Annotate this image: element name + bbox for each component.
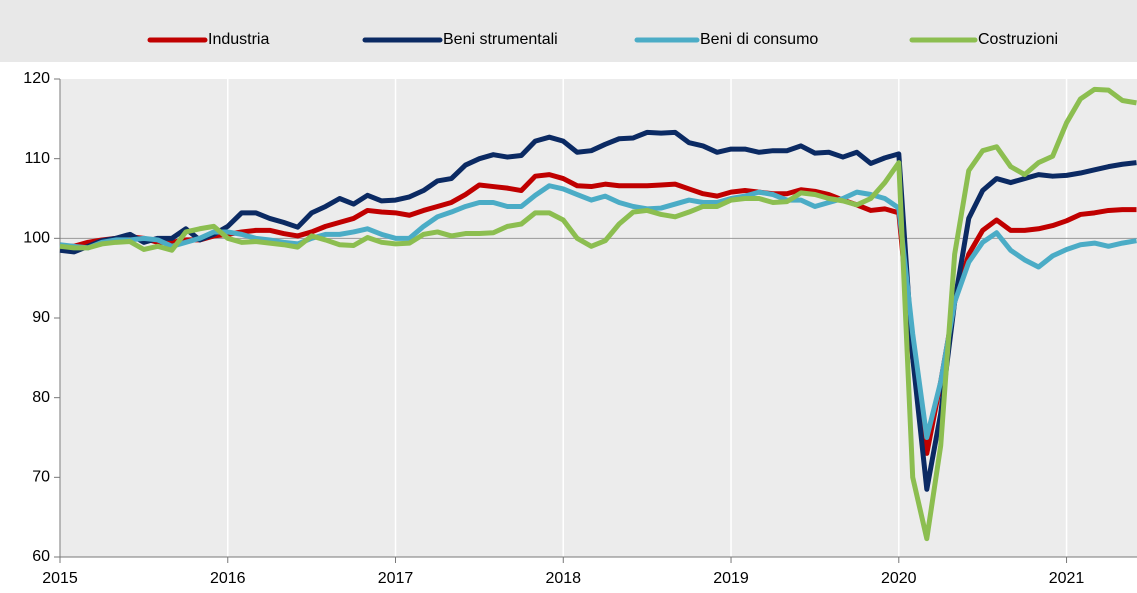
y-tick-label: 110 xyxy=(24,150,50,167)
x-tick-label: 2017 xyxy=(378,570,414,587)
y-tick-label: 100 xyxy=(23,230,50,247)
legend-label: Beni di consumo xyxy=(700,31,818,48)
y-tick-label: 80 xyxy=(32,389,50,406)
plot-area xyxy=(60,79,1137,557)
y-tick-label: 90 xyxy=(32,309,50,326)
legend-label: Beni strumentali xyxy=(443,31,558,48)
x-tick-label: 2015 xyxy=(42,570,78,587)
x-tick-label: 2021 xyxy=(1049,570,1085,587)
y-tick-label: 120 xyxy=(23,70,50,87)
legend-label: Industria xyxy=(208,31,269,48)
x-tick-label: 2020 xyxy=(881,570,917,587)
x-tick-label: 2018 xyxy=(545,570,581,587)
series-line xyxy=(59,86,1137,542)
legend-label: Costruzioni xyxy=(978,31,1058,48)
legend-band xyxy=(0,0,1137,62)
y-tick-label: 60 xyxy=(32,548,50,565)
x-tick-label: 2019 xyxy=(713,570,749,587)
series-line xyxy=(59,183,1137,440)
x-tick-label: 2016 xyxy=(210,570,246,587)
y-tick-label: 70 xyxy=(32,469,50,486)
